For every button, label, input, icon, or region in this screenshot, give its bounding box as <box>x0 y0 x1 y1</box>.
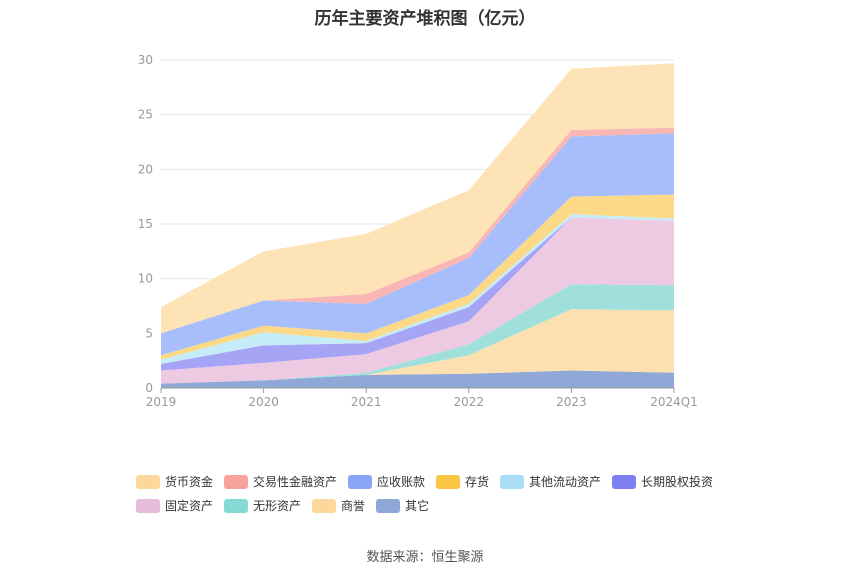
legend-label-goodwill: 商誉 <box>341 499 366 513</box>
area-series <box>161 309 674 384</box>
legend-item-fixed-assets[interactable]: 固定资产 <box>136 497 213 514</box>
legend-item-long-term-equity[interactable]: 长期股权投资 <box>612 473 713 490</box>
area-series <box>161 214 674 364</box>
legend-item-inventory[interactable]: 存货 <box>436 473 489 490</box>
y-tick-label: 30 <box>138 53 153 67</box>
x-tick-label: 2021 <box>351 395 382 409</box>
legend-swatch-other <box>376 498 400 513</box>
y-tick-label: 5 <box>145 326 153 340</box>
area-series <box>161 133 674 356</box>
legend-item-cash[interactable]: 货币资金 <box>136 473 213 490</box>
x-tick-label: 2019 <box>146 395 177 409</box>
legend-item-intangible-assets[interactable]: 无形资产 <box>224 497 301 514</box>
area-series <box>161 217 674 384</box>
legend-label-trading-assets: 交易性金融资产 <box>253 475 338 489</box>
legend-label-cash: 货币资金 <box>165 475 214 489</box>
legend-item-goodwill[interactable]: 商誉 <box>312 497 365 514</box>
legend-label-intangible-assets: 无形资产 <box>253 499 302 513</box>
legend-label-inventory: 存货 <box>465 475 490 489</box>
y-tick-label: 0 <box>145 381 153 395</box>
chart-title: 历年主要资产堆积图（亿元） <box>314 9 536 29</box>
legend-swatch-inventory <box>436 474 460 489</box>
area-series <box>161 284 674 384</box>
legend-item-trading-assets[interactable]: 交易性金融资产 <box>224 473 337 490</box>
x-tick-label: 2022 <box>454 395 485 409</box>
legend-swatch-receivables <box>348 474 372 489</box>
legend-swatch-cash <box>136 474 160 489</box>
legend-swatch-goodwill <box>312 498 336 513</box>
legend-swatch-fixed-assets <box>136 498 160 513</box>
area-series <box>161 63 674 334</box>
legend-item-receivables[interactable]: 应收账款 <box>348 473 425 490</box>
legend-swatch-trading-assets <box>224 474 248 489</box>
area-series <box>161 217 674 371</box>
y-tick-label: 25 <box>138 108 153 122</box>
legend-label-receivables: 应收账款 <box>377 475 426 489</box>
legend-label-long-term-equity: 长期股权投资 <box>641 475 714 489</box>
x-tick-label: 2023 <box>556 395 587 409</box>
legend-item-other[interactable]: 其它 <box>376 497 429 514</box>
area-series <box>161 370 674 388</box>
y-tick-label: 15 <box>138 217 153 231</box>
legend-swatch-intangible-assets <box>224 498 248 513</box>
legend-label-other-current-assets: 其他流动资产 <box>529 475 602 489</box>
legend-item-other-current-assets[interactable]: 其他流动资产 <box>500 473 601 490</box>
legend-swatch-long-term-equity <box>612 474 636 489</box>
y-tick-label: 20 <box>138 162 153 176</box>
x-tick-label: 2020 <box>248 395 279 409</box>
legend-swatch-other-current-assets <box>500 474 524 489</box>
area-series <box>161 194 674 360</box>
x-tick-label: 2024Q1 <box>650 395 698 409</box>
data-source-note: 数据来源：恒生聚源 <box>366 550 484 565</box>
y-tick-label: 10 <box>138 272 153 286</box>
legend-label-fixed-assets: 固定资产 <box>165 499 214 513</box>
legend-label-other: 其它 <box>405 499 430 513</box>
